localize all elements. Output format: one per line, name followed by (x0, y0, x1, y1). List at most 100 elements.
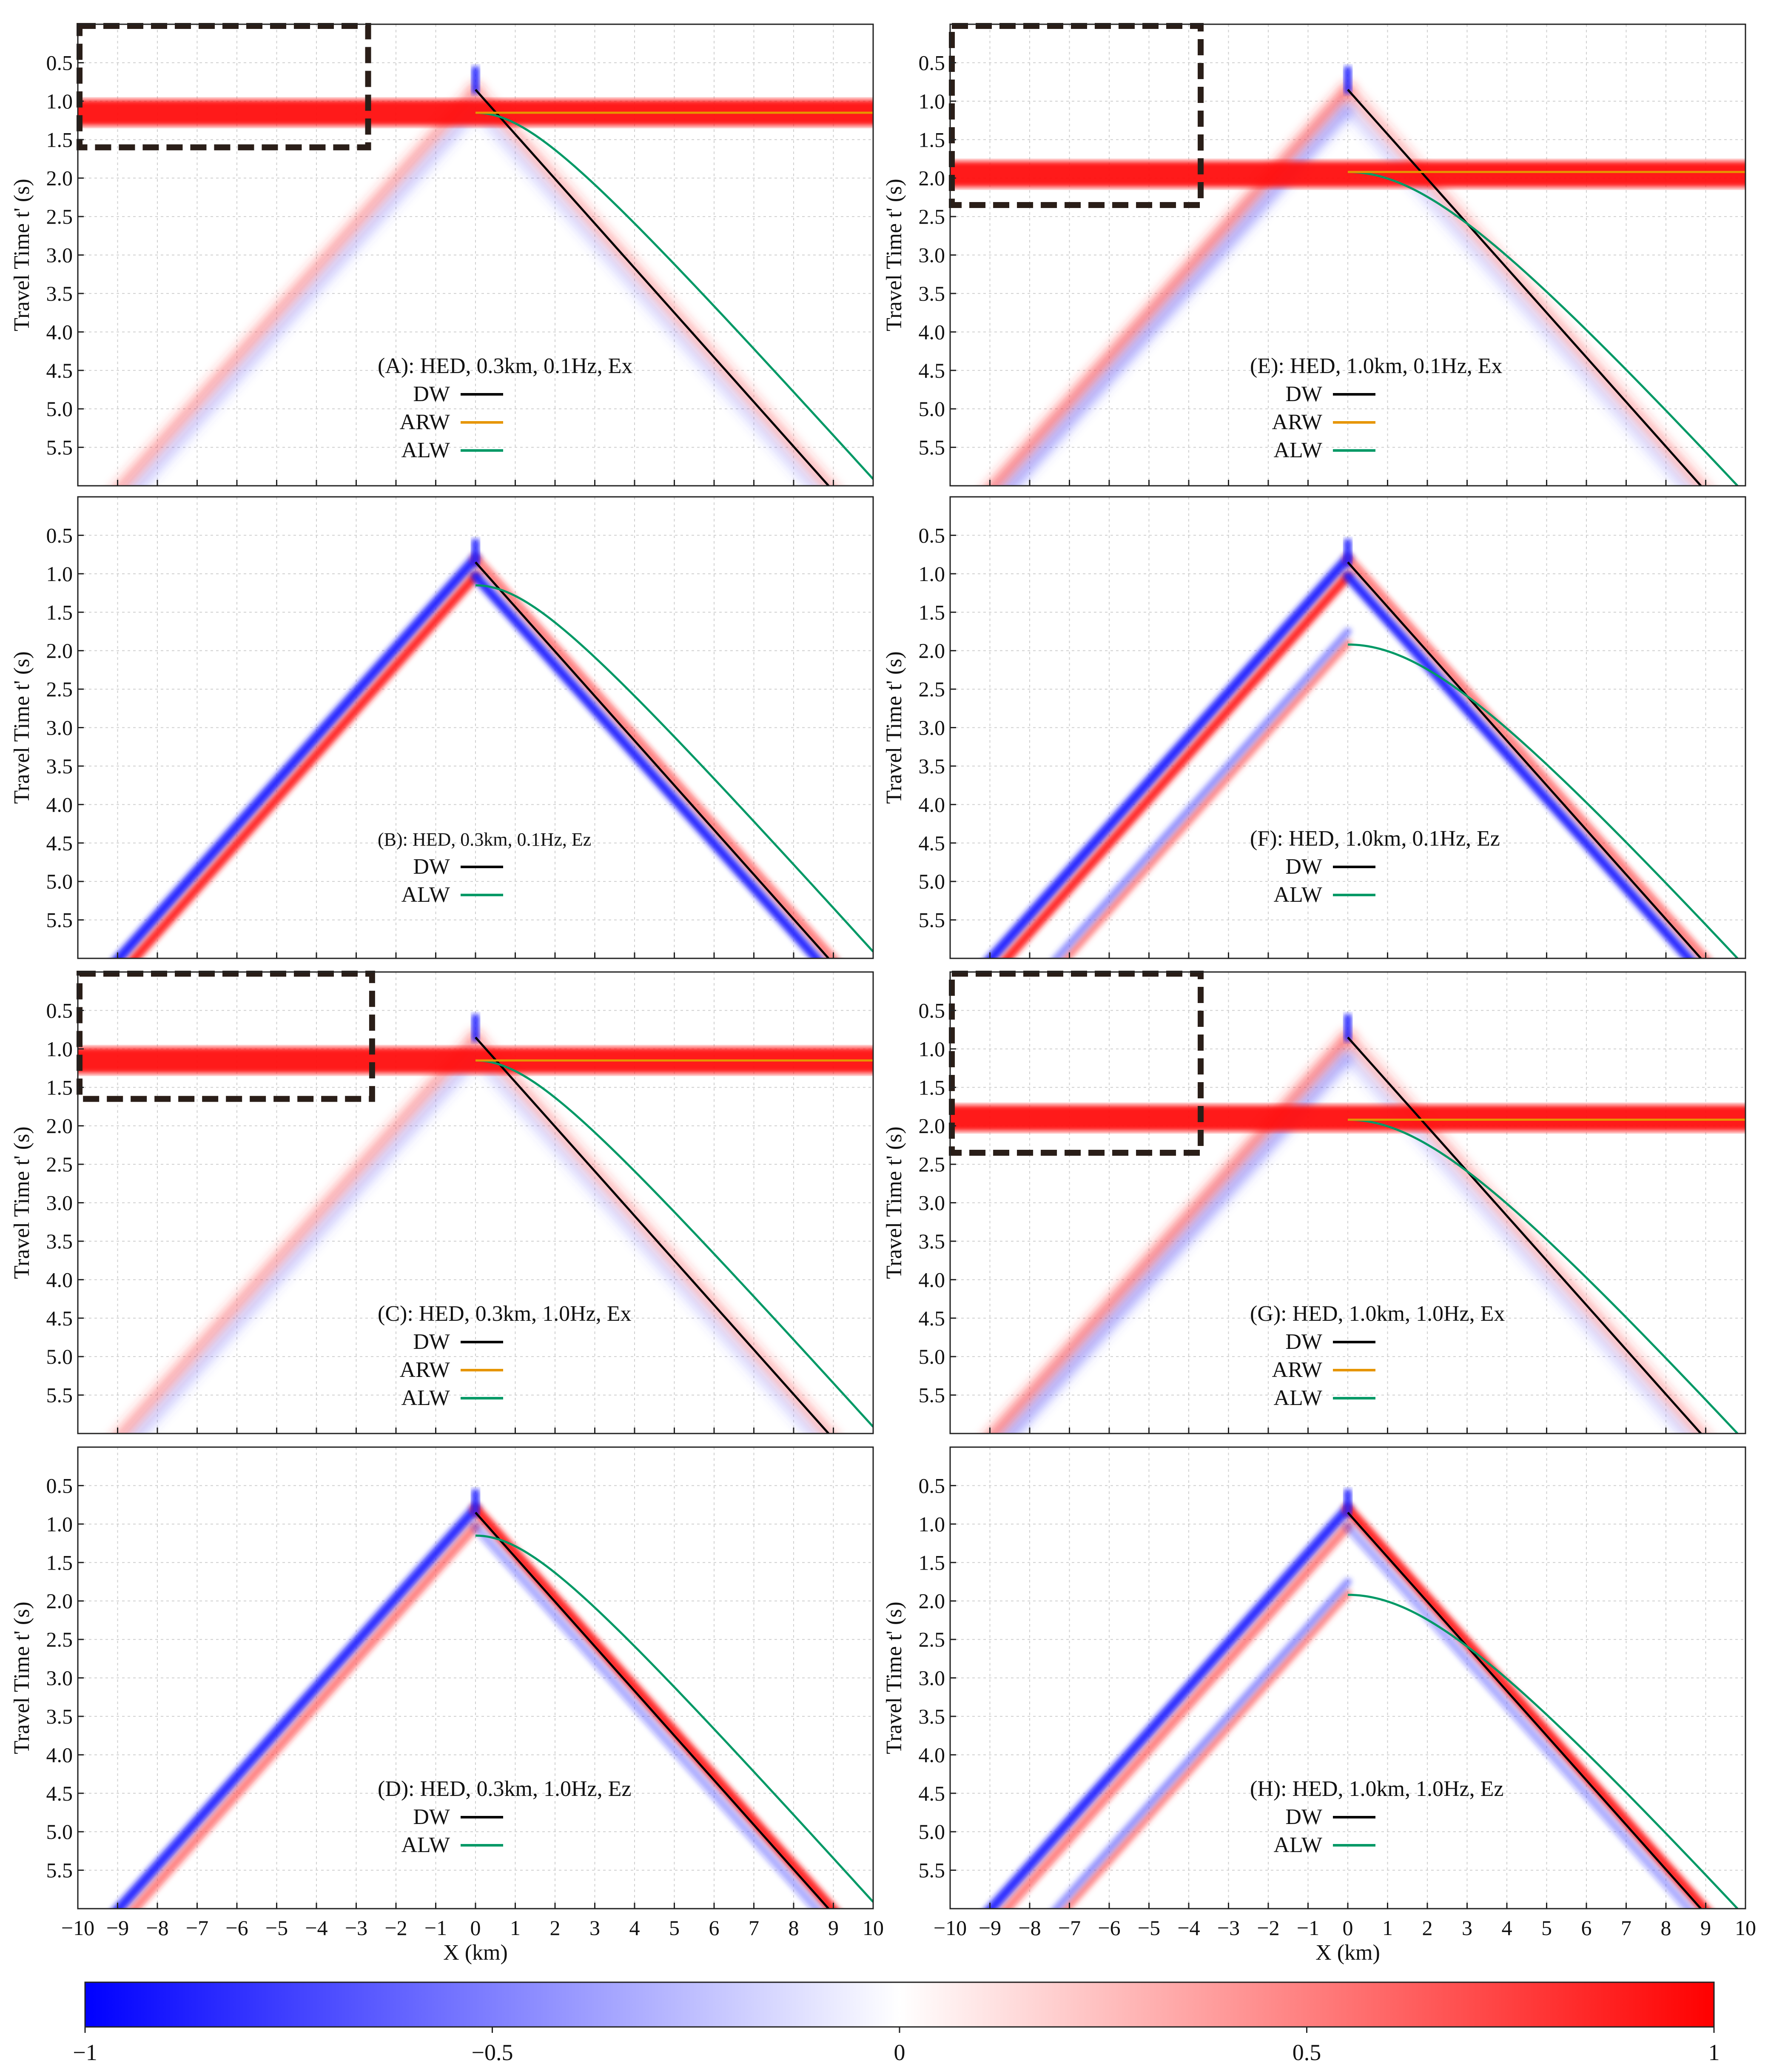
y-tick-label: 4.5 (919, 831, 945, 855)
y-tick-label: 4.5 (919, 359, 945, 382)
dashed-highlight-box (77, 971, 375, 1102)
y-tick-label: 2.5 (46, 1627, 73, 1651)
y-tick-label: 3.0 (46, 1191, 73, 1215)
legend-label: DW (1285, 1805, 1322, 1829)
y-tick-label: 4.0 (919, 320, 945, 344)
wave-left-blue (133, 1052, 480, 1434)
colorbar-gradient (84, 1981, 1715, 2028)
y-tick-label: 4.0 (46, 1268, 73, 1291)
colorbar-tick-label: −1 (73, 2040, 97, 2065)
source-spike (1344, 539, 1352, 566)
x-tick-label: 6 (709, 1916, 720, 1940)
y-tick-label: 2.5 (919, 1627, 945, 1651)
y-tick-label: 5.0 (919, 397, 945, 421)
dw-curve (1347, 89, 1703, 486)
x-tick-label: 8 (789, 1916, 799, 1940)
field-layer (78, 66, 873, 486)
y-tick-label: 1.5 (46, 600, 73, 624)
legend: DW ALW (401, 855, 503, 907)
x-tick-label: 7 (749, 1916, 759, 1940)
panel-title: (E): HED, 1.0km, 0.1Hz, Ex (1250, 354, 1503, 378)
x-tick-label: 5 (669, 1916, 680, 1940)
y-tick-label: 0.5 (919, 998, 945, 1022)
x-axis-label: X (km) (443, 1941, 508, 1965)
wave-left-red (117, 85, 480, 486)
field-layer (950, 1014, 1745, 1434)
y-tick-label: 3.5 (46, 282, 73, 305)
y-tick-label: 2.5 (919, 677, 945, 701)
y-tick-label: 3.0 (919, 716, 945, 740)
y-tick-label: 2.0 (919, 639, 945, 663)
legend: DW ARW ALW (400, 1330, 503, 1410)
panel-title: (A): HED, 0.3km, 0.1Hz, Ex (378, 354, 632, 378)
y-tick-label: 2.0 (919, 1114, 945, 1138)
y-tick-label: 1.5 (919, 1550, 945, 1574)
colorbar: −1 −0.5 0 0.5 1 (73, 1981, 1720, 2065)
y-tick-label: 2.0 (46, 639, 73, 663)
panel-title: (D): HED, 0.3km, 1.0Hz, Ez (378, 1777, 631, 1801)
y-tick-label: 1.5 (46, 1550, 73, 1574)
y-tick-label: 3.0 (919, 1191, 945, 1215)
legend-label: ALW (1273, 1833, 1322, 1857)
wave-right-blue (1343, 571, 1695, 958)
x-tick-label: −5 (1138, 1916, 1160, 1940)
x-tick-label: −1 (424, 1916, 447, 1940)
panel-f: 0.5 1.0 1.5 2.0 2.5 3.0 3.5 4.0 4.5 5.0 5.5 Travel … (882, 496, 1746, 959)
y-tick-label: 1.0 (46, 1037, 73, 1061)
y-tick-label: 1.0 (919, 562, 945, 586)
wave-left-red (1001, 1522, 1352, 1909)
y-tick-label: 4.5 (46, 1306, 73, 1330)
dw-curve (1347, 1512, 1703, 1909)
y-tick-label: 2.5 (46, 1152, 73, 1176)
y-tick-label: 3.5 (46, 1229, 73, 1253)
legend: DW ALW (1273, 1805, 1375, 1857)
x-tick-label: −8 (1018, 1916, 1041, 1940)
y-tick-label: 4.5 (919, 1306, 945, 1330)
y-axis-label: Travel Time t' (s) (882, 1126, 906, 1279)
legend-label: ALW (401, 1833, 450, 1857)
y-tick-label: 2.0 (46, 166, 73, 190)
y-axis-label: Travel Time t' (s) (10, 651, 34, 804)
wave-left-red (117, 1033, 480, 1434)
alw-curve (475, 1059, 873, 1428)
legend: DW ALW (1273, 855, 1375, 907)
panel-b: 0.5 1.0 1.5 2.0 2.5 3.0 3.5 4.0 4.5 5.0 5.5 Travel … (10, 496, 874, 959)
source-spike (471, 539, 480, 566)
y-tick-label: 0.5 (919, 523, 945, 547)
panel-e: 0.5 1.0 1.5 2.0 2.5 3.0 3.5 4.0 4.5 5.0 5.5 Travel … (882, 23, 1746, 487)
x-tick-label: 8 (1661, 1916, 1671, 1940)
y-tick-label: 0.5 (46, 998, 73, 1022)
wave-right-blue (1344, 1053, 1688, 1434)
y-tick-label: 4.0 (46, 792, 73, 816)
field-layer (984, 1489, 1739, 1909)
colorbar-tick-label: 1 (1708, 2040, 1720, 2065)
legend-label: DW (1285, 382, 1322, 406)
y-tick-label: 3.5 (919, 282, 945, 305)
x-tick-label: −4 (1177, 1916, 1200, 1940)
wave-left-red (128, 571, 480, 958)
y-tick-label: 4.0 (919, 1268, 945, 1291)
x-tick-label: 3 (1462, 1916, 1472, 1940)
y-tick-label: 0.5 (919, 51, 945, 74)
y-tick-label: 5.5 (46, 908, 73, 932)
legend: DW ARW ALW (400, 382, 503, 462)
y-tick-label: 1.0 (919, 89, 945, 113)
y-tick-label: 4.5 (46, 1781, 73, 1805)
dw-curve (475, 561, 830, 958)
y-axis-label: Travel Time t' (s) (882, 651, 906, 804)
legend-label: DW (413, 855, 450, 879)
y-axis-label: Travel Time t' (s) (10, 179, 34, 331)
x-tick-label: 4 (1502, 1916, 1512, 1940)
y-tick-label: 3.5 (919, 1704, 945, 1728)
x-tick-label: −9 (106, 1916, 129, 1940)
panel-title: (F): HED, 1.0km, 0.1Hz, Ez (1250, 827, 1500, 851)
legend-label: ALW (401, 1386, 450, 1410)
y-tick-label: 5.0 (46, 1345, 73, 1368)
y-tick-label: 5.5 (919, 1383, 945, 1407)
wave-left-red (1001, 571, 1352, 958)
x-tick-label: 9 (1700, 1916, 1711, 1940)
alw-curve (475, 584, 873, 952)
x-tick-label: 10 (1735, 1916, 1756, 1940)
source-spike (471, 1014, 480, 1041)
x-tick-label: −1 (1297, 1916, 1319, 1940)
